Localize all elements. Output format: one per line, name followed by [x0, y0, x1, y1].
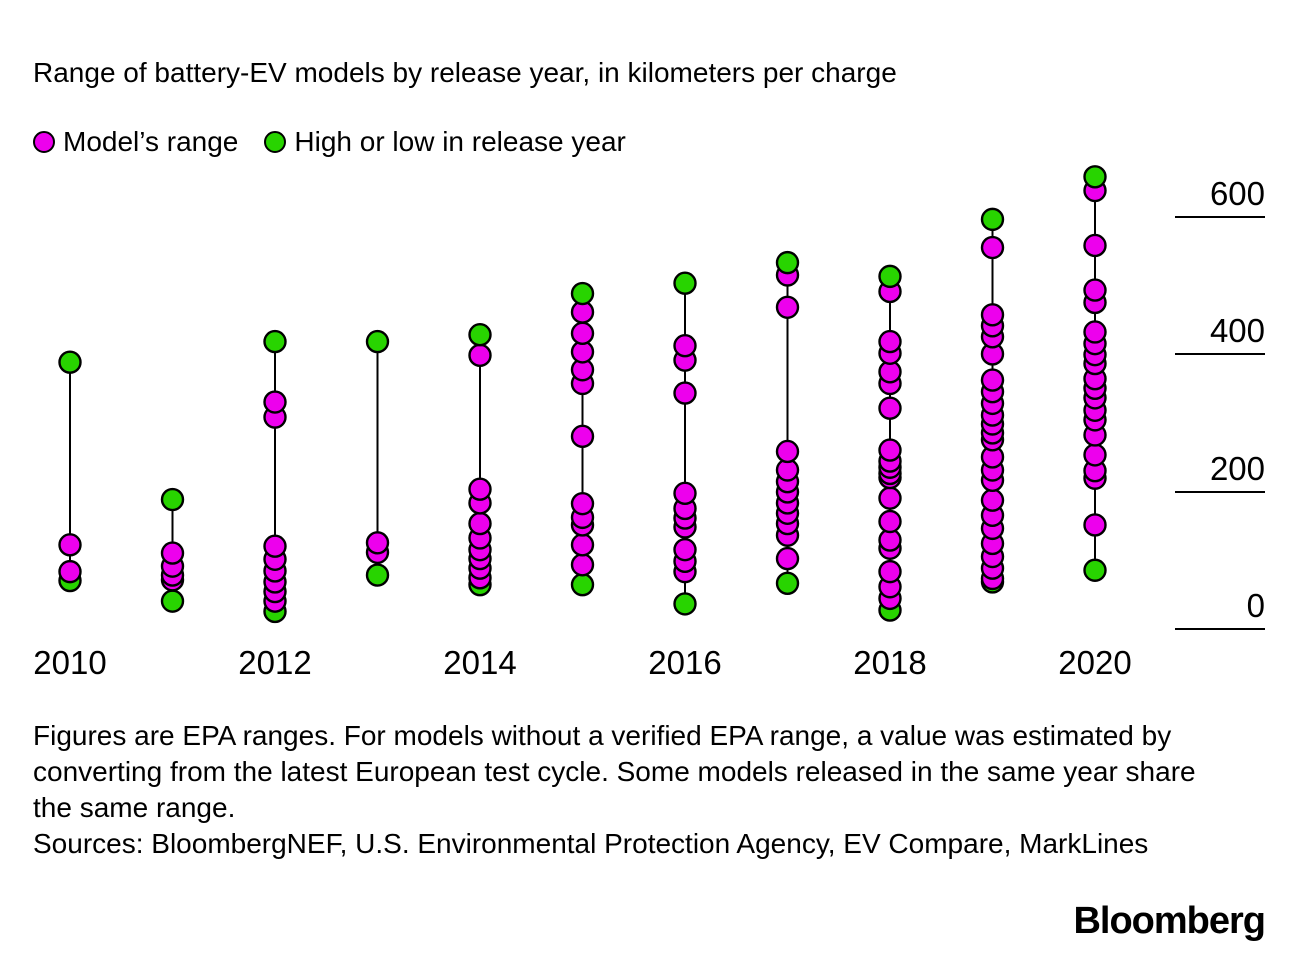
model-dot: [980, 368, 1005, 392]
chart-title: Range of battery-EV models by release ye…: [33, 57, 897, 88]
sources: Sources: BloombergNEF, U.S. Environmenta…: [33, 828, 1149, 859]
model-dot: [980, 488, 1005, 512]
model-dot: [775, 439, 800, 464]
model-range-dot-icon: [33, 131, 55, 153]
model-dot: [980, 303, 1005, 327]
year-group-2014: [468, 323, 492, 597]
low-extreme-dot: [775, 571, 800, 596]
model-dot: [263, 390, 287, 414]
x-tick-2016: 2016: [648, 644, 722, 681]
high-extreme-dot: [160, 487, 185, 512]
x-tick-2014: 2014: [443, 644, 517, 681]
model-dot: [365, 531, 390, 555]
footer: Figures are EPA ranges. For models witho…: [33, 718, 1213, 862]
y-tick-600: 600: [1175, 174, 1265, 218]
y-tick-0: 0: [1175, 586, 1265, 630]
legend-item-model-range: Model’s range: [33, 126, 238, 158]
model-dot: [878, 486, 902, 510]
bloomberg-logo: Bloomberg: [1073, 900, 1266, 942]
year-group-2020: [1083, 165, 1107, 582]
x-tick-2010: 2010: [33, 644, 107, 681]
legend-item-high-low: High or low in release year: [264, 126, 626, 158]
model-dot: [263, 534, 287, 558]
model-dot: [160, 541, 185, 565]
high-extreme-dot: [775, 250, 800, 275]
low-extreme-dot: [160, 589, 185, 613]
x-tick-2012: 2012: [238, 644, 312, 681]
y-tick-400: 400: [1175, 311, 1265, 356]
model-dot: [1083, 233, 1107, 258]
year-group-2017: [775, 250, 800, 596]
legend: Model’s range High or low in release yea…: [33, 126, 626, 158]
year-group-2013: [365, 329, 390, 587]
model-dot: [673, 537, 697, 562]
model-dot: [1083, 443, 1107, 467]
year-group-2019: [980, 207, 1005, 594]
model-dot: [775, 295, 800, 319]
year-group-2010: [58, 350, 82, 593]
footnote: Figures are EPA ranges. For models witho…: [33, 720, 1196, 823]
model-dot: [468, 511, 492, 536]
model-dot: [878, 559, 902, 584]
model-dot: [570, 553, 595, 577]
high-extreme-dot: [878, 264, 902, 289]
high-extreme-dot: [365, 329, 390, 354]
low-extreme-dot: [673, 592, 697, 616]
year-group-2015: [570, 281, 595, 597]
year-group-2011: [160, 487, 185, 613]
high-extreme-dot: [980, 207, 1005, 232]
model-dot: [878, 329, 902, 354]
high-extreme-dot: [570, 281, 595, 306]
x-tick-2020: 2020: [1058, 644, 1132, 681]
year-group-2016: [673, 271, 697, 616]
high-extreme-dot: [673, 271, 697, 295]
high-extreme-dot: [1083, 165, 1107, 189]
model-dot: [673, 381, 697, 405]
year-group-2012: [263, 329, 287, 624]
legend-label-high-low: High or low in release year: [294, 126, 626, 157]
model-dot: [570, 321, 595, 346]
year-group-2018: [878, 264, 902, 622]
model-dot: [878, 509, 902, 534]
model-dot: [775, 546, 800, 571]
model-dot: [878, 438, 902, 462]
x-tick-2018: 2018: [853, 644, 927, 681]
model-dot: [570, 533, 595, 557]
model-dot: [1083, 513, 1107, 537]
model-dot: [58, 533, 82, 557]
high-extreme-dot: [58, 350, 82, 374]
y-tick-200: 200: [1175, 449, 1265, 493]
model-dot: [1083, 320, 1107, 344]
model-dot: [980, 235, 1005, 260]
low-extreme-dot: [1083, 558, 1107, 582]
model-dot: [570, 491, 595, 516]
model-dot: [468, 343, 492, 368]
high-extreme-dot: [263, 329, 287, 354]
model-dot: [673, 334, 697, 358]
low-extreme-dot: [570, 572, 595, 597]
model-dot: [878, 396, 902, 420]
high-low-dot-icon: [264, 131, 287, 153]
model-dot: [468, 477, 492, 501]
low-extreme-dot: [365, 563, 390, 587]
legend-label-model-range: Model’s range: [63, 126, 239, 157]
model-dot: [570, 424, 595, 449]
model-dot: [58, 559, 82, 584]
model-dot: [1083, 278, 1107, 302]
high-extreme-dot: [468, 323, 492, 347]
model-dot: [673, 481, 697, 506]
